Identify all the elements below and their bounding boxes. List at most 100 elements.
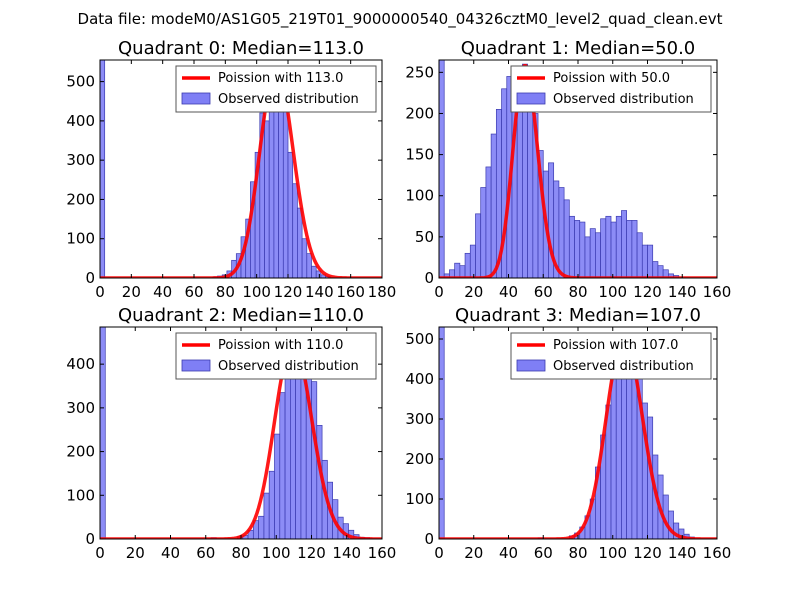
quadrant-0-panel: 0 20 40 60 80 100 120 140 160 1800100200300400500… [66,38,396,301]
histogram-bar [459,265,466,278]
histogram-bar [282,108,289,278]
legend-bar-swatch [181,359,211,372]
x-tick-label: 60 [184,283,203,301]
histogram-bar [258,515,265,539]
x-tick-label: 160 [336,283,365,301]
legend: Poission with 50.0 Observed distribution [510,65,712,113]
figure-suptitle: Data file: modeM0/AS1G05_219T01_90000005… [78,10,723,29]
histogram-bar [311,265,317,278]
legend: Poission with 113.0 Observed distribution [175,65,377,113]
y-tick-label: 0 [85,269,95,287]
x-tick-label: 160 [703,544,732,562]
x-tick-label: 40 [499,283,518,301]
histogram-bar [475,213,482,278]
y-tick-label: 200 [405,450,434,468]
legend-bar-swatch [181,92,211,105]
y-tick-label: 100 [66,486,95,504]
y-tick-label: 100 [405,187,434,205]
legend-label-observed: Observed distribution [553,92,694,107]
histogram-bar [641,244,648,278]
x-tick-label: 20 [464,283,483,301]
legend-label-poisson: Poission with 50.0 [553,71,670,86]
legend-label-poisson: Poission with 113.0 [218,71,343,86]
x-tick-label: 60 [534,544,553,562]
histogram-bar [464,252,471,278]
legend-label-observed: Observed distribution [218,359,359,374]
x-tick-label: 40 [161,544,180,562]
legend: Poission with 110.0 Observed distribution [175,332,377,380]
histogram-bar [301,238,308,278]
quadrant-1-panel: 0 20 40 60 80 100 120 140 160 0 50 100 150 200 250 Quad… [405,38,731,301]
x-tick-label: 120 [633,544,662,562]
histogram-bar [306,253,312,278]
histogram-bar [100,60,106,278]
histogram-bar [621,210,628,278]
histogram-bar [263,492,270,539]
x-tick-label: 20 [126,544,145,562]
histogram-bar [454,262,461,278]
histogram-bar [558,187,565,278]
histogram-bar [268,105,275,278]
y-tick-label: 50 [415,228,434,246]
y-tick-label: 100 [66,230,95,248]
y-tick-label: 100 [405,490,434,508]
histogram-bar [610,221,617,278]
histogram-bar [652,261,659,278]
x-tick-label: 40 [499,544,518,562]
histogram-bar [584,236,591,278]
x-tick-label: 180 [368,283,397,301]
x-tick-label: 60 [196,544,215,562]
x-tick-label: 80 [568,544,587,562]
histogram-bar [589,228,596,278]
y-tick-label: 300 [66,151,95,169]
histogram-bar [264,120,270,278]
histogram-bar [647,244,654,278]
x-tick-label: 120 [633,283,662,301]
panel-title: Quadrant 3: Median=107.0 [455,305,701,326]
histogram-bar [439,60,445,278]
histogram-bar [287,151,294,278]
x-tick-label: 140 [668,283,697,301]
x-tick-label: 100 [242,283,271,301]
x-tick-label: 160 [368,544,397,562]
histogram-bar [490,133,497,278]
legend-label-poisson: Poission with 110.0 [218,338,343,353]
legend-bar-swatch [516,92,546,105]
histogram-bar [579,221,586,278]
histogram-bar [615,215,622,278]
x-tick-label: 120 [297,544,326,562]
x-tick-label: 140 [305,283,334,301]
legend-label-poisson: Poission with 107.0 [553,338,678,353]
histogram-bar [574,220,581,278]
panel-title: Quadrant 1: Median=50.0 [461,38,696,59]
y-tick-label: 0 [85,530,95,548]
histogram-bar [626,220,633,278]
histogram-bar [439,327,445,539]
x-tick-label: 100 [598,544,627,562]
x-tick-label: 0 [95,283,105,301]
axes-frame [99,59,383,279]
y-tick-label: 400 [66,355,95,373]
legend-label-observed: Observed distribution [218,92,359,107]
x-tick-label: 60 [534,283,553,301]
x-tick-label: 120 [274,283,303,301]
panel-title: Quadrant 2: Median=110.0 [118,305,364,326]
y-tick-label: 300 [405,410,434,428]
x-tick-label: 140 [332,544,361,562]
histogram-bar [279,392,286,539]
y-tick-label: 500 [66,73,95,91]
x-tick-label: 40 [153,283,172,301]
y-tick-label: 500 [405,330,434,348]
histogram-bar [268,470,275,539]
x-tick-label: 20 [122,283,141,301]
histogram-bar [563,199,570,278]
poisson-curve [100,66,382,278]
histogram-bar [290,355,296,539]
y-tick-label: 250 [405,63,434,81]
quadrant-2-panel: 0 20 40 60 80 100 120 140 160 0 100 200 300 400 Quadra… [66,305,396,562]
histogram-bar [292,183,298,278]
histogram-bar [605,215,612,278]
histogram-bar [480,187,487,278]
legend: Poission with 107.0 Observed distribution [510,332,712,380]
